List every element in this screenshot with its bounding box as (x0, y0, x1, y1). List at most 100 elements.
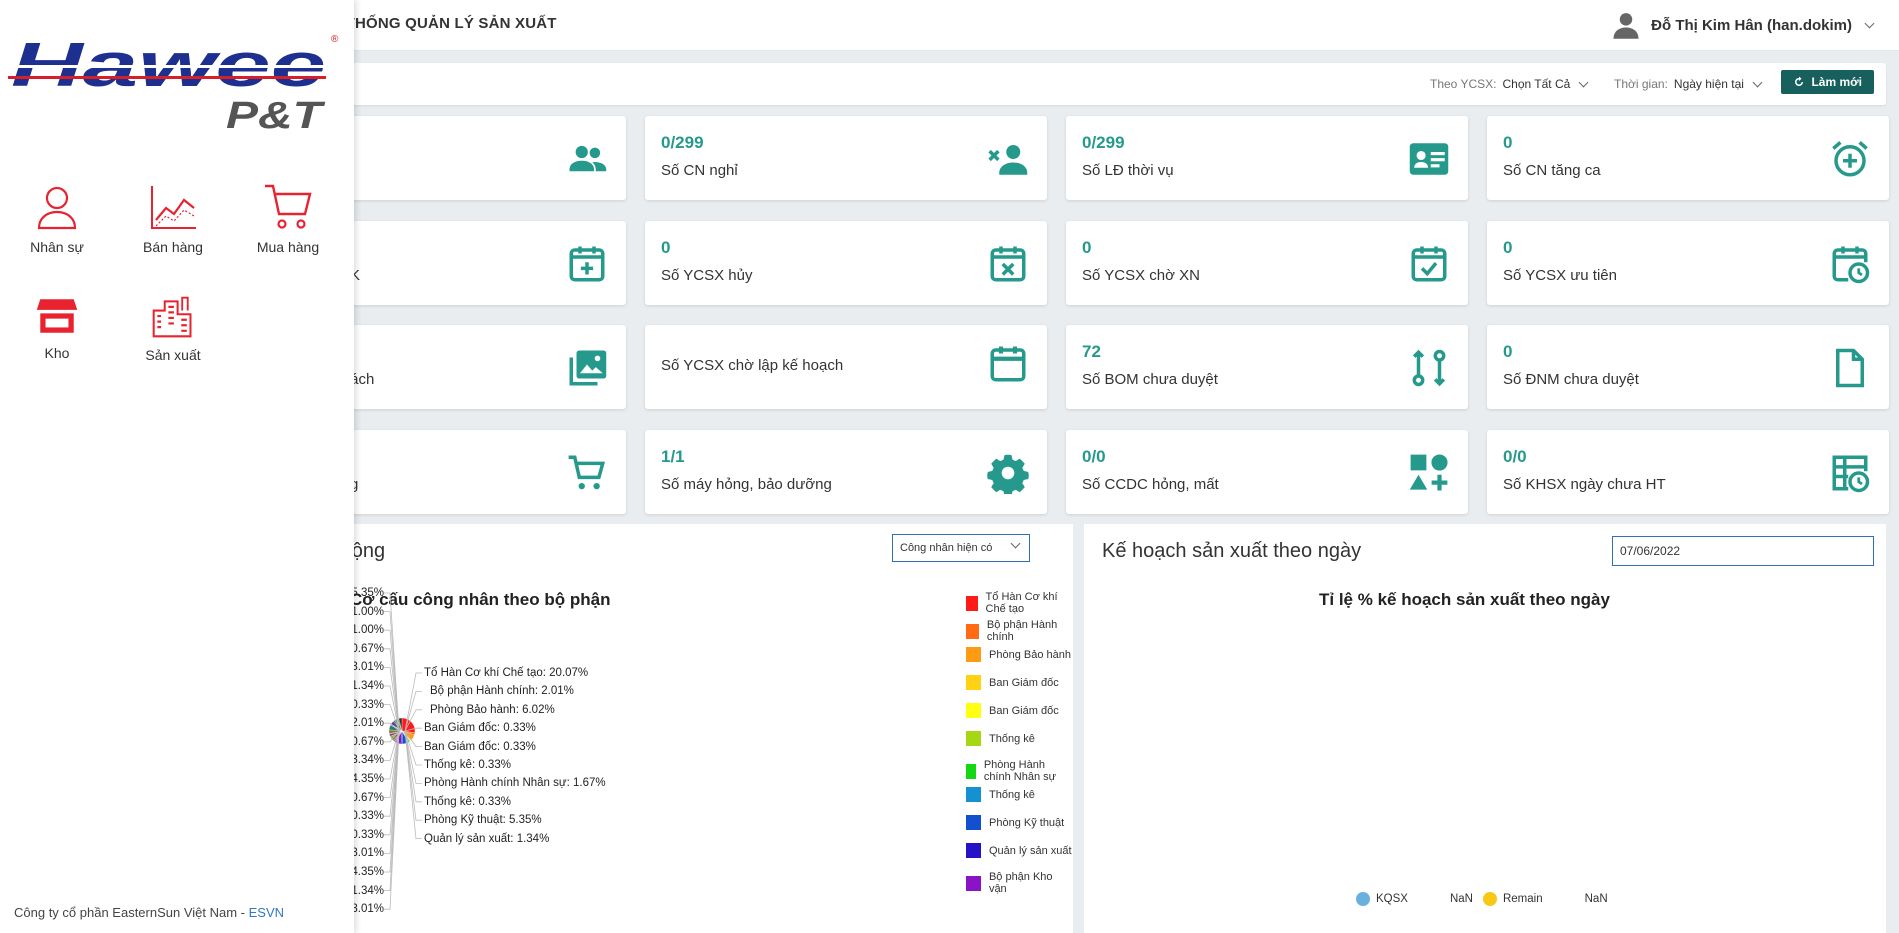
refresh-button[interactable]: Làm mới (1781, 70, 1874, 94)
table-clock-icon (1832, 455, 1870, 493)
legend-item[interactable]: Phòng Bảo hành (966, 647, 1071, 662)
module-label: Bán hàng (143, 239, 203, 255)
legend-item[interactable]: Thống kê (966, 787, 1035, 802)
card-broken-tools[interactable]: 0/0 Số CCDC hỏng, mất (1066, 430, 1468, 514)
chevron-down-icon (1864, 18, 1875, 28)
leader-line (404, 727, 422, 732)
legend-label: Thống kê (989, 732, 1035, 745)
legend-swatch (966, 647, 981, 662)
legend-item-kqsx[interactable]: KQSX NaN (1356, 892, 1473, 906)
department-pie-chart (384, 592, 422, 910)
card-value: 0 (1503, 238, 1513, 257)
card-value: 72 (1082, 342, 1101, 361)
pie-label: Ban Giám đốc: 0.33% (424, 740, 536, 753)
person-remove-icon (988, 145, 1028, 175)
card-priority-ycsx[interactable]: 0 Số YCSX ưu tiên (1487, 221, 1889, 305)
worker-type-select[interactable]: Công nhân hiện có (892, 534, 1030, 562)
card-label: Số máy hỏng, bảo dưỡng (661, 476, 832, 493)
plan-date-value: 07/06/2022 (1620, 544, 1681, 558)
leader-line (384, 704, 400, 732)
legend-item[interactable]: Quản lý sản xuất (966, 843, 1072, 858)
shopping-cart-icon (265, 184, 312, 229)
card-label: Số ĐNM chưa duyệt (1503, 371, 1639, 388)
legend-swatch (1482, 892, 1497, 906)
card-ycsx-waiting-plan[interactable]: Số YCSX chờ lập kế hoạch (645, 325, 1047, 409)
footer-company: Công ty cổ phần EasternSun Việt Nam - (14, 905, 249, 920)
module-purchasing[interactable]: Mua hàng (233, 182, 343, 255)
ycsx-filter[interactable]: Theo YCSX: Chọn Tất Cả (1430, 77, 1589, 91)
production-plan-title: Kế hoạch sản xuất theo ngày (1102, 540, 1362, 562)
legend-value: NaN (1584, 893, 1608, 905)
pie-label: Thống kê: 0.33% (424, 759, 511, 771)
pie-slice[interactable] (398, 717, 403, 732)
legend-item-remain[interactable]: Remain NaN (1482, 892, 1608, 906)
legend-swatch (966, 731, 981, 746)
leader-line (384, 611, 400, 732)
card-label: Số YCSX chờ lập kế hoạch (661, 357, 844, 374)
department-chart-title: Cơ cấu công nhân theo bộ phận (350, 590, 611, 609)
legend-item[interactable]: Bộ phận Hành chính (966, 619, 1073, 643)
card-label: K (350, 267, 361, 284)
legend-item[interactable]: Bộ phận Kho vận (966, 871, 1073, 895)
hawee-logo[interactable]: Hawee ® P&T (8, 31, 343, 139)
svg-text:®: ® (331, 34, 339, 45)
leader-line (384, 722, 400, 732)
user-name: Đỗ Thị Kim Hân (han.dokim) (1651, 16, 1852, 34)
card-value: 0/0 (1082, 447, 1106, 466)
plan-chart-title: Tỉ lệ % kế hoạch sản xuất theo ngày (1319, 590, 1610, 609)
leader-line (404, 730, 422, 747)
app-title: HỆ THỐNG QUẢN LÝ SẢN XUẤT (320, 15, 557, 32)
module-sales[interactable]: Bán hàng (118, 182, 228, 255)
module-hr[interactable]: Nhân sự (2, 182, 112, 255)
worker-type-select-value: Công nhân hiện có (900, 542, 993, 554)
card-value: 0/299 (1082, 133, 1125, 152)
legend-item[interactable]: Phòng Hành chính Nhân sự (966, 759, 1073, 783)
plan-date-input[interactable]: 07/06/2022 (1612, 536, 1874, 566)
card-cancelled-ycsx[interactable]: 0 Số YCSX hủy (645, 221, 1047, 305)
legend-item[interactable]: Thống kê (966, 731, 1035, 746)
card-seasonal-workers[interactable]: 0/299 Số LĐ thời vụ (1066, 116, 1468, 200)
time-filter[interactable]: Thời gian: Ngày hiện tại (1614, 77, 1763, 91)
card-overtime-workers[interactable]: 0 Số CN tăng ca (1487, 116, 1889, 200)
workforce-panel: o động Công nhân hiện có Cơ cấu công nhâ… (224, 524, 1073, 933)
module-label: Mua hàng (256, 239, 320, 255)
leader-line (384, 730, 400, 780)
user-menu[interactable]: Đỗ Thị Kim Hân (han.dokim) (1611, 10, 1875, 40)
card-value: 0/0 (1503, 447, 1527, 466)
card-unfinished-plans[interactable]: 0/0 Số KHSX ngày chưa HT (1487, 430, 1889, 514)
footer-link[interactable]: ESVN (248, 905, 285, 920)
card-dnm-pending[interactable]: 0 Số ĐNM chưa duyệt (1487, 325, 1889, 409)
svg-text:P&T: P&T (226, 95, 326, 134)
card-pending-ycsx[interactable]: 0 Số YCSX chờ XN (1066, 221, 1468, 305)
calendar-plus-icon (569, 246, 605, 282)
card-label: Số KHSX ngày chưa HT (1503, 476, 1666, 493)
pie-label: Ban Giám đốc: 0.33% (424, 722, 536, 735)
pie-label: Bộ phận Hành chính: 2.01% (430, 685, 574, 698)
card-bom-pending[interactable]: 72 Số BOM chưa duyệt (1066, 325, 1468, 409)
module-warehouse[interactable]: Kho (2, 294, 112, 361)
leader-line (384, 730, 400, 836)
leader-line (384, 685, 400, 732)
card-label: Số YCSX ưu tiên (1503, 267, 1617, 284)
chevron-down-icon (1010, 538, 1021, 549)
pie-label: Quản lý sản xuất: 1.34% (424, 832, 550, 845)
module-production[interactable]: Sản xuất (118, 294, 228, 363)
legend-swatch (966, 595, 978, 611)
pie-slice[interactable] (401, 717, 416, 733)
card-value: 0 (1503, 133, 1513, 152)
time-filter-label: Thời gian: (1614, 77, 1668, 91)
legend-label: Bộ phận Kho vận (988, 871, 1053, 895)
time-filter-value: Ngày hiện tại (1673, 77, 1744, 91)
legend-item[interactable]: Phòng Kỹ thuật (966, 815, 1064, 830)
legend-item[interactable]: Ban Giám đốc (966, 675, 1059, 690)
photo-library-icon (569, 350, 607, 386)
legend-item[interactable]: Tổ Hàn Cơ khí Chế tạo (966, 591, 1073, 615)
compare-arrows-icon (1412, 349, 1446, 387)
card-broken-machines[interactable]: 1/1 Số máy hỏng, bảo dưỡng (645, 430, 1047, 514)
people-icon (569, 145, 607, 172)
legend-item[interactable]: Ban Giám đốc (966, 703, 1059, 718)
card-value: 0 (661, 238, 671, 257)
store-icon (36, 299, 78, 333)
card-absent-workers[interactable]: 0/299 Số CN nghỉ (645, 116, 1047, 200)
sidebar-footer: Công ty cổ phần EasternSun Việt Nam - ES… (14, 905, 284, 920)
